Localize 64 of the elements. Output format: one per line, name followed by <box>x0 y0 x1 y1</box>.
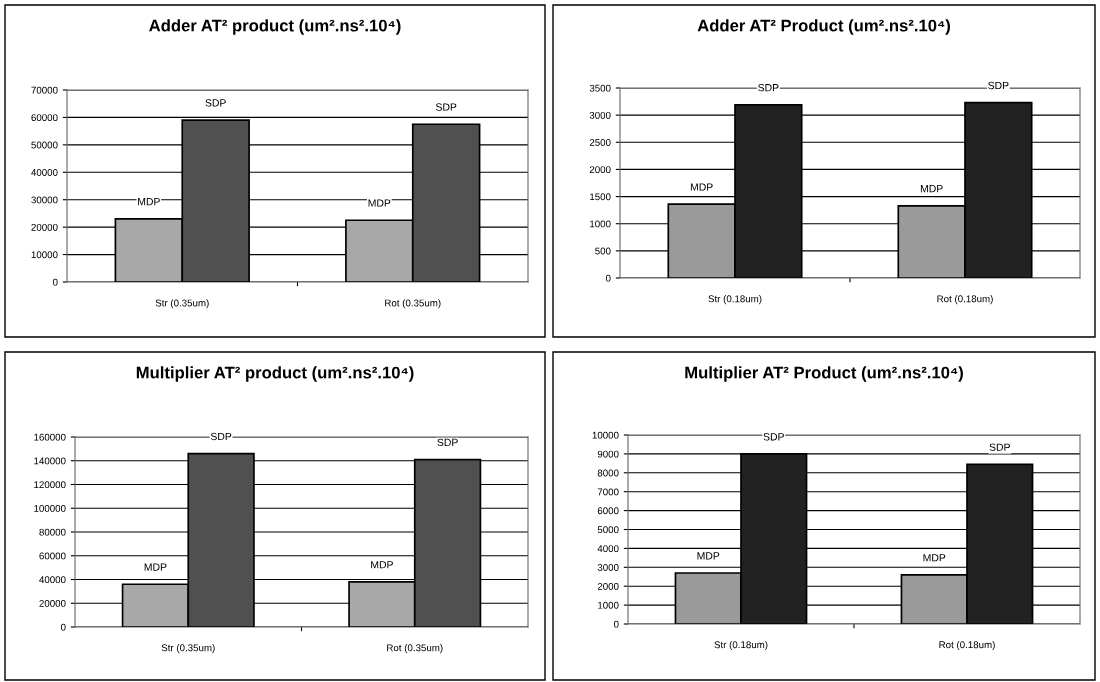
y-tick-label: 0 <box>60 623 66 631</box>
text: SDP <box>435 103 457 111</box>
chart-title: Multiplier AT² product (um².ns².10⁴) <box>136 366 414 382</box>
x-tick-label: Rot (0.35um) <box>385 299 441 309</box>
text: MDP <box>920 185 943 193</box>
y-tick-label: 0 <box>613 620 619 628</box>
y-tick-label: 500 <box>595 247 611 255</box>
x-tick-label: Str (0.18um) <box>708 295 762 305</box>
y-tick-label: 2000 <box>589 166 611 174</box>
chart-title: Multiplier AT² Product (um².ns².10⁴) <box>685 366 963 382</box>
text: SDP <box>437 438 458 447</box>
series-label: SDP <box>989 443 1010 451</box>
series-label: MDP <box>697 552 720 560</box>
y-tick-label: 6000 <box>597 507 619 515</box>
y-tick-label: 3000 <box>589 111 611 119</box>
y-tick-label: 40000 <box>31 169 58 176</box>
x-tick-label: Rot (0.18um) <box>937 295 993 305</box>
series-label: SDP <box>205 99 226 107</box>
series-label: SDP <box>758 83 779 92</box>
y-tick-label: 1000 <box>590 220 611 228</box>
y-tick-label: 160000 <box>34 433 66 441</box>
x-tick-label: Str (0.35um) <box>155 299 209 309</box>
y-tick-label: 10000 <box>31 251 58 259</box>
series-label: SDP <box>210 432 232 441</box>
y-tick-label: 8000 <box>597 469 619 477</box>
text: MDP <box>368 199 391 207</box>
series-label: MDP <box>690 183 713 191</box>
y-tick-label: 1000 <box>598 601 619 609</box>
series-label: MDP <box>144 563 167 571</box>
y-tick-label: 7000 <box>597 488 619 496</box>
x-tick-label: Str (0.18um) <box>714 641 768 651</box>
y-tick-label: 4000 <box>597 545 619 553</box>
text: SDP <box>763 433 784 441</box>
y-tick-label: 0 <box>605 274 611 282</box>
y-tick-label: 20000 <box>31 223 58 231</box>
y-tick-label: 60000 <box>31 114 58 122</box>
y-tick-label: 3000 <box>597 564 619 571</box>
y-tick-label: 20000 <box>39 599 66 607</box>
y-tick-label: 120000 <box>34 481 66 489</box>
text: MDP <box>923 554 946 562</box>
y-tick-label: 2500 <box>589 139 611 146</box>
y-tick-label: 9000 <box>597 450 619 458</box>
y-tick-label: 0 <box>52 278 58 286</box>
y-tick-label: 50000 <box>31 141 58 149</box>
x-tick-label: Str (0.35um) <box>161 644 215 654</box>
y-tick-label: 60000 <box>39 552 66 560</box>
x-tick-label: Rot (0.18um) <box>939 641 995 651</box>
y-tick-label: 30000 <box>31 196 58 204</box>
y-tick-label: 70000 <box>31 86 58 94</box>
text: SDP <box>988 81 1009 90</box>
y-tick-label: 5000 <box>597 526 619 534</box>
y-tick-label: 140000 <box>34 457 66 465</box>
y-tick-label: 100000 <box>34 504 66 512</box>
y-tick-label: 3500 <box>589 84 611 92</box>
chart-title: Adder AT² product (um².ns².10⁴) <box>149 19 401 35</box>
y-tick-label: 40000 <box>39 576 66 584</box>
text: MDP <box>371 561 393 569</box>
y-tick-label: 2000 <box>597 582 619 590</box>
x-tick-label: Rot (0.35um) <box>387 644 443 654</box>
series-label: MDP <box>138 198 160 206</box>
chart-title: Adder AT² Product (um².ns².10⁴) <box>697 19 950 35</box>
y-tick-label: 1500 <box>590 193 611 201</box>
y-tick-label: 80000 <box>39 528 66 536</box>
y-tick-label: 10000 <box>592 431 619 439</box>
